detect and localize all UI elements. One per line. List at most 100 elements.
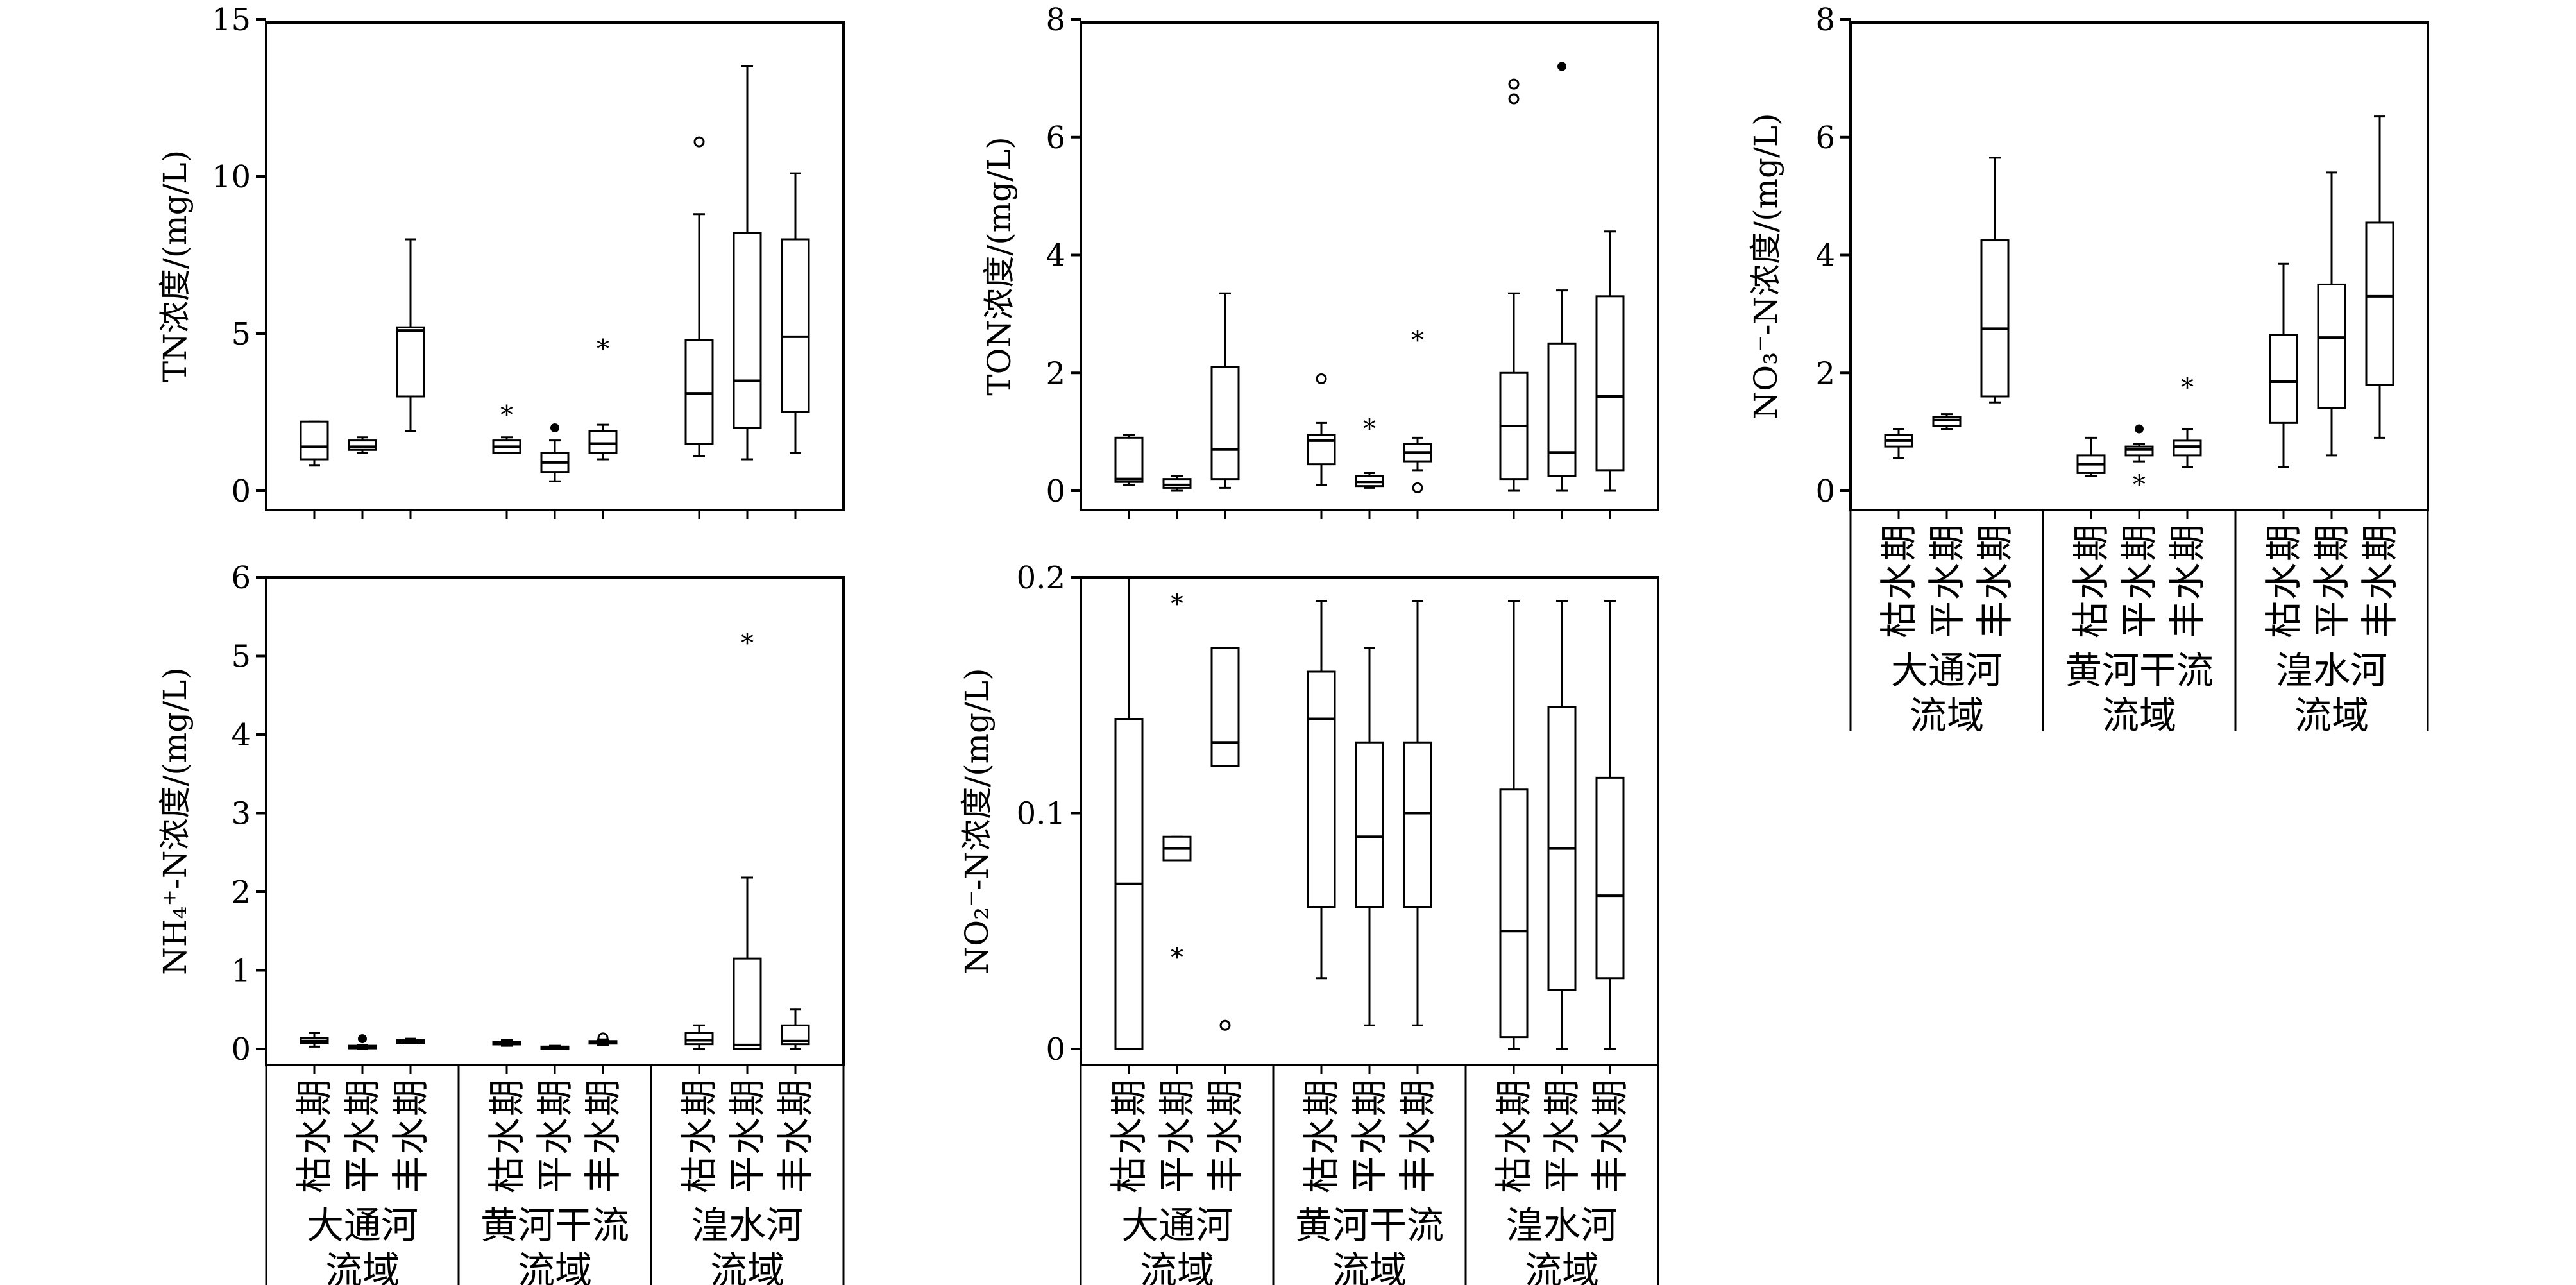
y-axis-label: TN浓度/(mg/L): [157, 150, 194, 382]
outlier-point: [1508, 93, 1520, 105]
basin-label-line1: 黄河干流: [1295, 1204, 1444, 1247]
season-label: 平水期: [341, 1078, 384, 1193]
season-label: 丰水期: [774, 1078, 817, 1193]
outlier-point: [693, 136, 705, 148]
basin-label-line1: 湟水河: [2276, 649, 2387, 692]
season-label: 枯水期: [292, 1078, 336, 1193]
plot-frame: [1849, 21, 2429, 511]
box-iqr: [1595, 295, 1625, 472]
box-tn-0: [300, 420, 329, 467]
box-nh4-6: [684, 1024, 714, 1050]
box-no3-3: [2076, 436, 2106, 477]
box-iqr: [300, 420, 329, 461]
season-label: 平水期: [1540, 1078, 1584, 1193]
y-tick-label: 15: [212, 2, 251, 38]
outlier-star: *: [500, 401, 513, 430]
box-tn-5: *: [588, 335, 618, 461]
box-nh4-5: [588, 1032, 618, 1046]
season-label: 丰水期: [581, 1078, 625, 1193]
box-no2-2: [1210, 647, 1240, 1031]
season-label: 枯水期: [1300, 1078, 1343, 1193]
box-iqr: [684, 1032, 714, 1046]
y-tick-label: 10: [212, 159, 251, 195]
basin-label-line1: 湟水河: [691, 1204, 803, 1247]
basin-label-line1: 大通河: [1121, 1204, 1233, 1247]
box-iqr: [2173, 439, 2202, 457]
box-iqr: [1499, 788, 1529, 1039]
box-iqr: [1210, 366, 1240, 481]
box-nh4-1: [348, 1034, 377, 1050]
outlier-point: [1219, 1019, 1231, 1031]
season-label: 平水期: [2310, 523, 2353, 638]
box-no2-7: [1547, 600, 1577, 1050]
box-tn-2: [396, 238, 425, 432]
box-nh4-8: [781, 1008, 810, 1050]
y-tick-label: 0: [231, 473, 251, 509]
season-label: 丰水期: [1396, 1078, 1439, 1193]
season-label: 枯水期: [2069, 523, 2113, 638]
basin-label-line1: 湟水河: [1506, 1204, 1618, 1247]
y-tick-label: 4: [1815, 238, 1835, 274]
box-iqr: [1162, 478, 1192, 489]
outlier-star: *: [597, 335, 609, 364]
basin-label-line1: 大通河: [1891, 649, 2003, 692]
outlier-star: *: [741, 629, 754, 658]
box-ton-5: *: [1403, 326, 1432, 493]
y-axis-label: NH₄⁺-N浓度/(mg/L): [157, 667, 194, 975]
season-label: 枯水期: [2262, 523, 2305, 638]
box-no3-1: [1932, 413, 1962, 430]
box-iqr: [2269, 334, 2298, 424]
box-tn-8: [781, 172, 810, 454]
y-tick-label: 3: [231, 796, 251, 832]
season-label: 丰水期: [1203, 1078, 1247, 1193]
box-no2-5: [1403, 600, 1432, 1026]
season-label: 丰水期: [2358, 523, 2402, 638]
box-iqr: [1114, 436, 1144, 483]
box-iqr: [2317, 283, 2346, 409]
y-tick-label: 0.2: [1017, 560, 1065, 596]
season-label: 丰水期: [1973, 523, 2017, 638]
box-no3-2: [1980, 157, 2010, 404]
y-tick-label: 0: [1046, 473, 1065, 509]
box-iqr: [1355, 741, 1384, 908]
basin-label-line1: 黄河干流: [480, 1204, 629, 1247]
season-label: 丰水期: [1588, 1078, 1632, 1193]
box-no2-4: [1355, 647, 1384, 1026]
box-iqr: [1403, 741, 1432, 908]
box-no3-4: *: [2124, 424, 2154, 500]
box-iqr: [1307, 434, 1336, 466]
box-nh4-7: *: [733, 629, 762, 1050]
box-no2-0: [1114, 576, 1144, 1050]
season-label: 平水期: [1348, 1078, 1391, 1193]
basin-label-line2: 流域: [2102, 694, 2176, 737]
y-tick-label: 0: [231, 1032, 251, 1068]
outlier-star: *: [1171, 943, 1183, 973]
basin-label-line2: 流域: [1332, 1248, 1407, 1285]
box-no3-5: *: [2173, 373, 2202, 468]
chart-tn: 0 5 10 15 TN浓度/(mg/L) * *: [157, 2, 845, 519]
y-tick-label: 0: [1815, 473, 1835, 509]
outlier-extreme: [550, 423, 559, 432]
box-iqr: [396, 326, 425, 398]
chart-no3: 02468NO₃⁻-N浓度/(mg/L)**枯水期 平水期 丰水期大通河流域枯水期平…: [1747, 2, 2429, 737]
box-no3-6: [2269, 262, 2298, 468]
season-label: 丰水期: [389, 1078, 432, 1193]
box-no3-7: [2317, 171, 2346, 457]
outlier-point: [1508, 78, 1520, 90]
box-ton-0: [1114, 434, 1144, 486]
box-iqr: [684, 339, 714, 445]
box-nh4-0: [300, 1032, 329, 1048]
outlier-point: [1412, 482, 1423, 493]
basin-label-line2: 流域: [325, 1248, 400, 1285]
season-label: 平水期: [1155, 1078, 1199, 1193]
box-tn-3: *: [492, 401, 521, 454]
outlier-point: [1316, 373, 1327, 384]
y-axis-label: NO₂⁻-N浓度/(mg/L): [958, 668, 996, 974]
box-iqr: [1595, 776, 1625, 980]
basin-label-line2: 流域: [710, 1248, 784, 1285]
y-tick-label: 8: [1815, 2, 1835, 38]
